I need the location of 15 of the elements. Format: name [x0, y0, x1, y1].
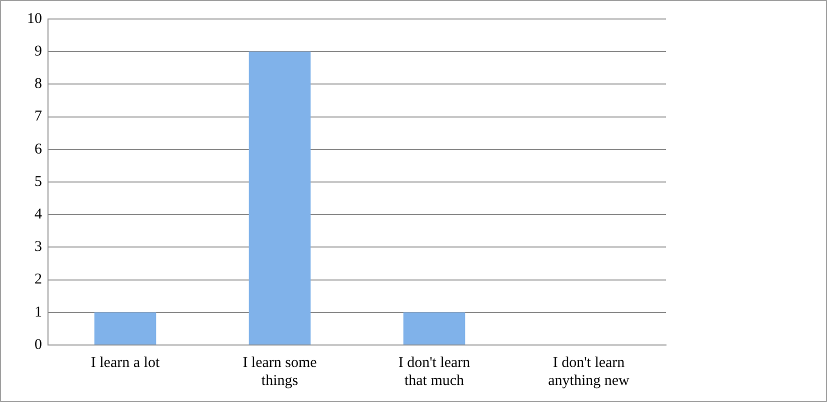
y-tick-label: 6	[34, 141, 42, 158]
y-tick-label: 5	[34, 174, 42, 190]
x-tick-label: I learn some things	[242, 354, 318, 389]
y-tick-label: 3	[34, 239, 42, 256]
y-tick-label: 10	[27, 10, 42, 27]
y-tick-label: 0	[34, 336, 42, 353]
y-tick-label: 7	[34, 108, 42, 125]
y-tick-label: 2	[34, 272, 42, 288]
y-tick-label: 9	[34, 44, 42, 60]
y-tick-label: 8	[34, 76, 42, 92]
y-tick-label: 1	[34, 304, 42, 320]
x-tick-label: I don't learn anything new	[548, 354, 630, 389]
x-tick-label: I learn a lot	[90, 354, 160, 371]
y-tick-label: 4	[34, 206, 42, 223]
x-tick-label: I don't learn that much	[398, 354, 471, 389]
